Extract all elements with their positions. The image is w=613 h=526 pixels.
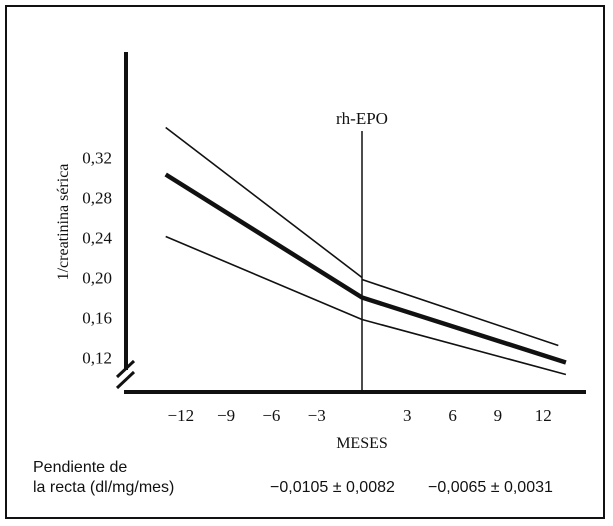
marker-label: rh-EPO <box>336 109 388 128</box>
x-tick-label: 9 <box>494 406 503 425</box>
slope-value-before: −0,0105 ± 0,0082 <box>270 479 395 496</box>
y-tick-label: 0,24 <box>82 229 112 248</box>
y-tick-label: 0,20 <box>82 269 112 288</box>
series-lines <box>164 126 567 376</box>
slope-label-line2: la recta (dl/mg/mes) <box>33 479 175 496</box>
x-tick-label: −6 <box>262 406 280 425</box>
x-tick-label: 3 <box>403 406 412 425</box>
y-tick-label: 0,28 <box>82 189 112 208</box>
y-tick-label: 0,16 <box>82 309 112 328</box>
axis-break-mark <box>115 370 136 390</box>
x-tick-label: 6 <box>448 406 457 425</box>
y-tick-label: 0,12 <box>82 349 112 368</box>
series-upper-line <box>165 126 363 279</box>
series-lower-line <box>165 235 567 376</box>
series-mean-line <box>164 172 567 365</box>
axis-break-mark <box>115 359 136 379</box>
y-axis-title: 1/creatinina sérica <box>55 164 72 281</box>
x-tick-label: −9 <box>217 406 235 425</box>
x-tick-label: −12 <box>168 406 195 425</box>
slope-label-line1: Pendiente de <box>33 459 128 476</box>
tick-labels: −12 −9 −6 −3 3 6 9 12 0,12 0,16 0,20 0,24 0,28 0,32 <box>82 149 551 426</box>
y-tick-label: 0,32 <box>82 149 112 168</box>
x-tick-label: 12 <box>535 406 552 425</box>
axes <box>115 52 586 394</box>
series-upper-line <box>361 278 559 347</box>
slope-value-after: −0,0065 ± 0,0031 <box>428 479 553 496</box>
x-tick-label: −3 <box>308 406 326 425</box>
rh-epo-marker: rh-EPO <box>336 109 388 392</box>
x-axis-title: MESES <box>336 435 388 452</box>
